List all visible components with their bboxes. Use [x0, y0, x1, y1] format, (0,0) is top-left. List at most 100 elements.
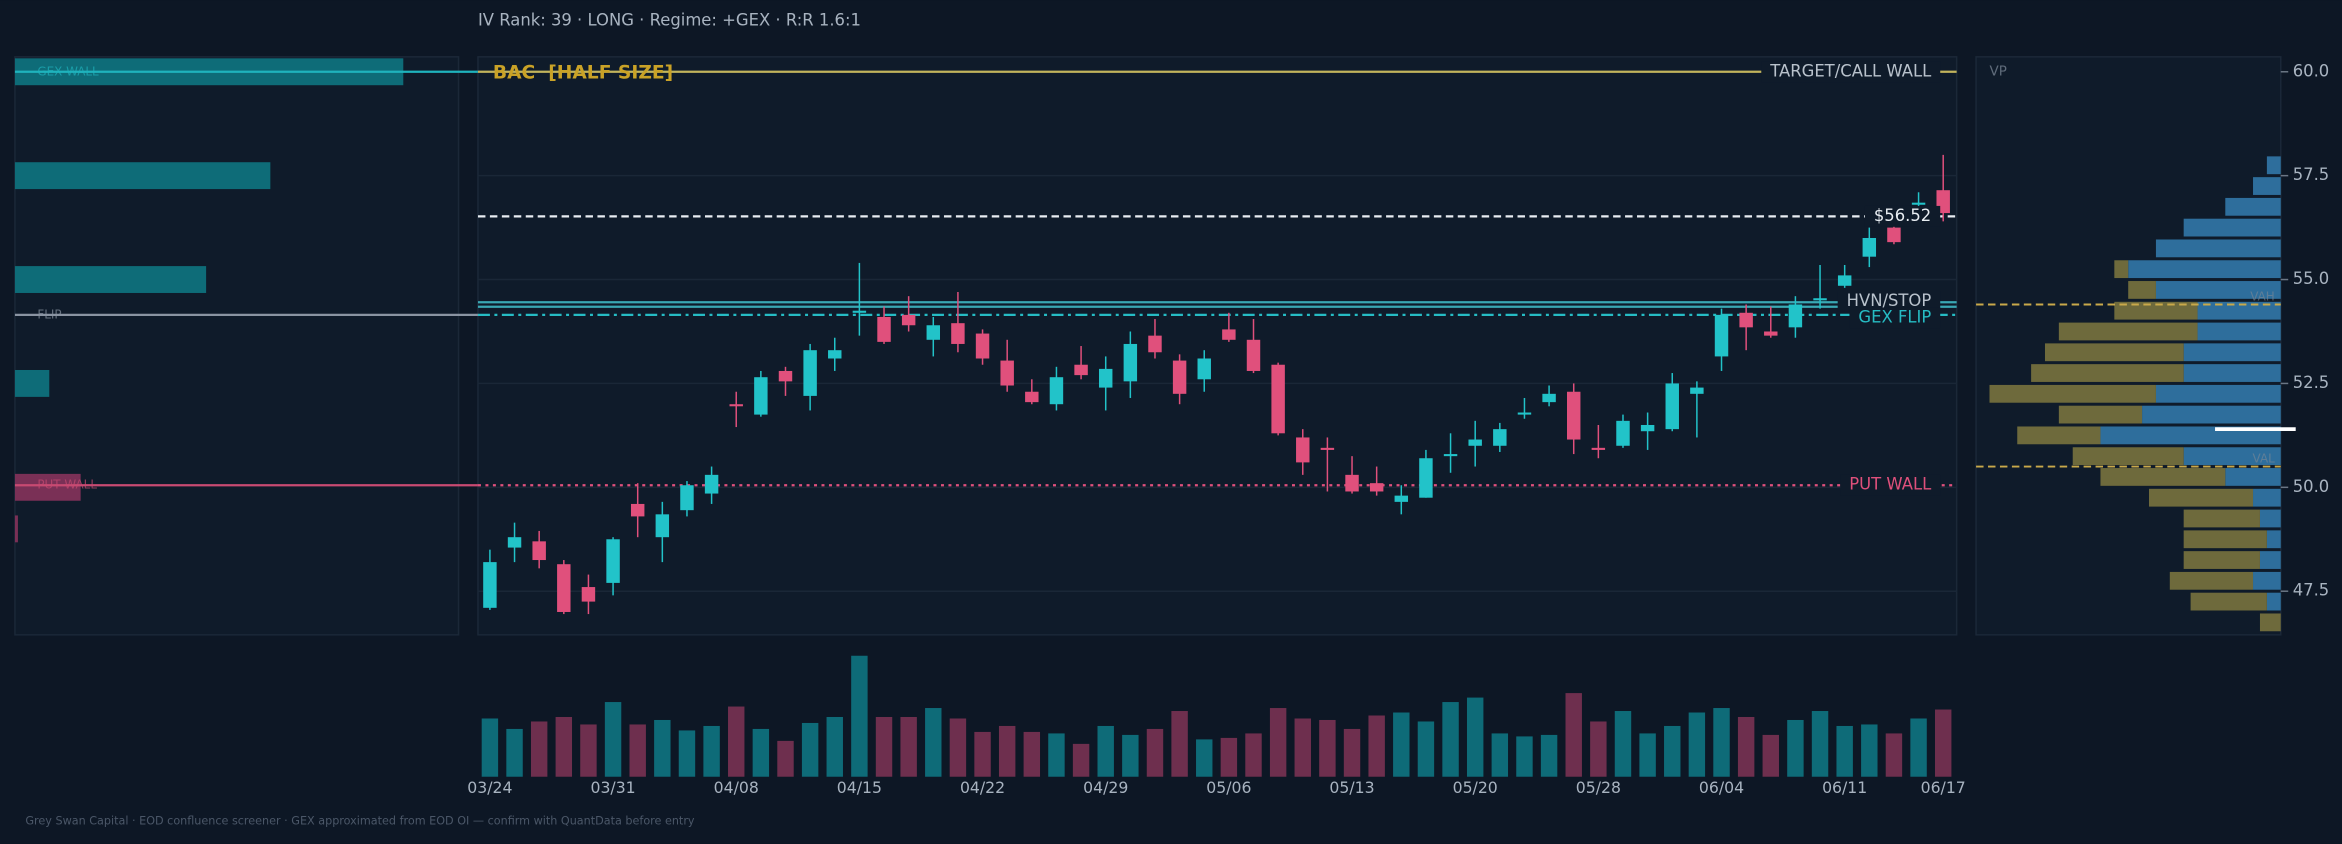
volume-bar: [1614, 711, 1632, 777]
volume-bar: [925, 708, 942, 777]
candle-body: [729, 404, 743, 407]
vp-up-bar: [2266, 530, 2281, 549]
vp-down-bar: [2183, 509, 2260, 528]
vp-down-bar: [2190, 592, 2267, 611]
level-label: HVN/STOP: [1847, 291, 1932, 310]
vp-up-bar: [2197, 322, 2281, 341]
volume-bar: [1516, 736, 1533, 777]
volume-bar: [1146, 728, 1164, 777]
vp-up-bar: [2142, 405, 2281, 424]
volume-bar: [1664, 725, 1681, 777]
volume-bar: [998, 725, 1016, 777]
candle-body: [877, 316, 891, 342]
x-tick-label: 05/13: [1329, 778, 1374, 797]
vp-val-label: VAL: [2253, 452, 2276, 466]
level-label: GEX FLIP: [1858, 307, 1931, 326]
volume-bar: [1861, 724, 1878, 777]
candle-body: [1640, 424, 1655, 432]
candle-body: [1862, 237, 1877, 257]
candle-body: [1271, 364, 1285, 434]
vp-down-bar: [2259, 613, 2281, 632]
header: IV Rank: 39 · LONG · Regime: +GEX · R:R …: [478, 10, 861, 29]
vp-down-bar: [2128, 281, 2156, 299]
candle-body: [1296, 437, 1310, 463]
chart-title: BAC [HALF SIZE]: [493, 63, 673, 84]
volume-bar: [506, 728, 523, 777]
y-tick-label: 50.0: [2293, 477, 2330, 496]
gex-bar: [14, 266, 207, 293]
candle-body: [1616, 420, 1630, 446]
volume-bar: [1023, 731, 1041, 777]
x-tick-label: 06/11: [1822, 778, 1867, 797]
candle-body: [1739, 312, 1753, 328]
volume-bar: [1787, 719, 1804, 777]
volume-bar: [678, 730, 696, 777]
vp-down-bar: [2114, 301, 2198, 320]
candle-body: [1197, 358, 1211, 380]
vp-vah-label: VAH: [2250, 290, 2275, 304]
volume-bar: [1220, 737, 1238, 777]
candle-body: [1123, 343, 1138, 382]
volume-bar: [1565, 693, 1582, 777]
candle-body: [852, 310, 867, 313]
label-backing: [1837, 291, 1941, 312]
price-panel: [477, 56, 1958, 636]
x-tick-label: 04/15: [837, 778, 882, 797]
x-tick-label: 05/06: [1206, 778, 1251, 797]
volume-bar: [1417, 721, 1435, 777]
volume-bar: [1171, 711, 1188, 777]
volume-bar: [1368, 715, 1385, 777]
candle-body: [975, 333, 990, 359]
x-tick-label: 03/24: [467, 778, 512, 797]
x-tick-label: 06/17: [1921, 778, 1966, 797]
candle-body: [1468, 439, 1482, 446]
y-tick-label: 52.5: [2293, 373, 2330, 392]
candle-body: [1443, 454, 1458, 457]
gex-level-label: GEX WALL: [37, 64, 99, 78]
candle-body: [754, 377, 768, 415]
label-backing: [1840, 474, 1941, 496]
candle-body: [1000, 360, 1014, 386]
volume-bar: [826, 716, 843, 777]
level-label: PUT WALL: [1849, 475, 1932, 494]
volume-bar: [1442, 702, 1459, 777]
vp-up-bar: [2259, 551, 2281, 569]
candle-body: [828, 350, 842, 359]
candle-body: [1049, 377, 1064, 405]
volume-bar: [1737, 716, 1755, 777]
candle-body: [1148, 335, 1162, 353]
candle-body: [1813, 298, 1827, 301]
volume-bar: [629, 724, 646, 777]
vp-up-bar: [2155, 239, 2281, 258]
candle-body: [1911, 202, 1926, 205]
candle-body: [606, 539, 620, 583]
candle-body: [630, 503, 645, 517]
volume-bar: [777, 740, 794, 777]
vp-up-bar: [2183, 218, 2281, 237]
candle-body: [557, 564, 571, 612]
candle-body: [1419, 458, 1433, 498]
candle-body: [1074, 364, 1088, 376]
candle-body: [1887, 227, 1901, 243]
vp-up-bar: [2155, 281, 2281, 299]
vp-up-bar: [2253, 488, 2281, 507]
vp-up-bar: [2225, 197, 2281, 216]
candle-body: [1345, 474, 1359, 492]
volume-bar: [1910, 718, 1927, 777]
y-tick-label: 60.0: [2293, 61, 2330, 80]
vp-up-bar: [2183, 343, 2281, 362]
volume-bar: [1491, 733, 1509, 777]
candle-body: [1246, 339, 1261, 371]
volume-bar: [1713, 708, 1730, 777]
vp-up-bar: [2128, 260, 2281, 279]
volume-bar: [1639, 733, 1656, 777]
volume-bar: [1269, 708, 1287, 777]
gex-bar: [14, 515, 18, 543]
candle-body: [1788, 304, 1803, 328]
x-tick-label: 05/28: [1576, 778, 1621, 797]
label-backing: [1864, 205, 1941, 227]
candle-body: [1320, 447, 1335, 450]
candle-body: [1098, 368, 1113, 388]
